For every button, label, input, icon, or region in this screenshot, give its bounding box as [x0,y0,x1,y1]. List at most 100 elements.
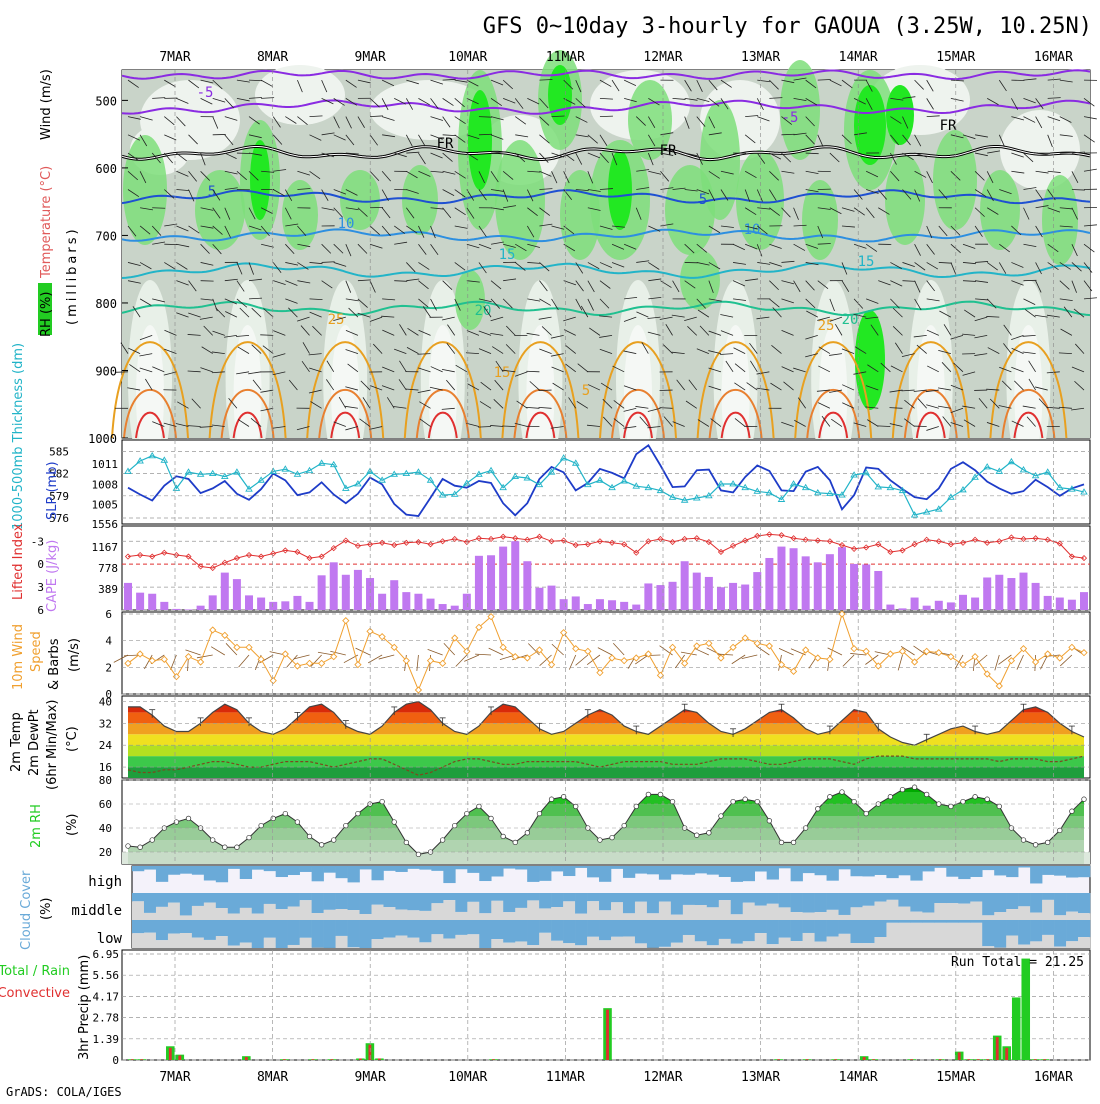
cloud-gap [707,945,719,948]
cloud-cover-bar [240,866,252,879]
cloud-gap [336,909,348,920]
cape-bar [1068,600,1076,610]
cloud-cover-bar [1018,920,1030,945]
ylabel-cloud: Cloud Cover [19,870,34,950]
cloud-gap [372,939,384,948]
cloud-gap [599,940,611,948]
cloud-cover-bar [515,893,527,908]
cloud-cover-bar [994,866,1006,875]
cloud-cover-bar [791,866,803,881]
cloud-cover-bar [934,893,946,903]
rh-point [864,811,869,816]
precip-convective-bar [283,1059,286,1060]
cape-bar [1056,598,1064,610]
cloud-gap [1018,906,1030,920]
cloud-gap [156,907,168,920]
cloud-cover-bar [324,866,336,873]
cloud-gap [1078,913,1090,920]
cloud-gap [647,913,659,920]
cape-bar [790,548,798,610]
cape-bar [318,575,326,610]
cloud-gap [1018,945,1030,948]
contour-label: FR [940,118,957,134]
contour-label: FR [660,143,677,159]
cloud-cover-bar [431,866,443,871]
cloud-gap [192,906,204,920]
cloud-cover-bar [515,866,527,869]
cloud-cover-bar [910,893,922,912]
rh-point [501,834,506,839]
pressure-tick-label: 900 [95,364,117,378]
cloud-gap [1066,941,1078,948]
cape-bar [390,580,398,610]
cloud-cover-bar [431,920,443,934]
cloud-cover-bar [455,866,467,869]
cloud-cover-bar [156,866,168,882]
cloud-gap [934,923,946,948]
cape-bar [923,606,931,610]
ylabel-thickness: 1000-500mb Thickness (dm) [11,343,26,530]
rh-point [610,835,615,840]
cloud-cover-bar [1078,893,1090,913]
date-label-top: 14MAR [839,50,878,65]
cloud-cover-bar [144,920,156,933]
cloud-gap [659,902,671,920]
date-label-bottom: 14MAR [839,1070,878,1085]
cloud-cover-bar [276,920,288,948]
cloud-cover-bar [300,920,312,938]
cloud-gap [695,905,707,920]
cloud-cover-bar [467,866,479,873]
pressure-tick-label: 500 [95,94,117,108]
cloud-gap [467,934,479,948]
rh-point [924,792,929,797]
cloud-gap [1066,912,1078,920]
cloud-gap [886,900,898,920]
cloud-cover-bar [599,920,611,940]
cloud-cover-bar [946,893,958,903]
cloud-gap [228,946,240,948]
cloud-cover-bar [336,893,348,909]
date-label-top: 13MAR [741,50,780,65]
cloud-gap [1078,937,1090,948]
cloud-cover-bar [216,920,228,936]
cape-bar [862,564,870,610]
cloud-cover-bar [1018,893,1030,906]
cloud-cover-bar [611,920,623,937]
cloud-cover-bar [611,893,623,902]
precip-tick: 5.56 [93,969,120,982]
cloud-cover-bar [419,893,431,911]
cloud-cover-bar [731,893,743,914]
cloud-gap [874,937,886,948]
cloud-cover-bar [503,866,515,869]
rh-point [1045,840,1050,845]
cloud-gap [946,903,958,920]
cape-bar [681,561,689,610]
cape-bar [233,579,241,610]
cloud-gap [946,923,958,948]
cloud-cover-bar [934,920,946,923]
cloud-cover-bar [360,866,372,869]
cloud-cover-bar [300,866,312,872]
cloud-cover-bar [587,920,599,937]
rh-point [126,844,131,849]
rh-point [404,840,409,845]
cloud-gap [276,909,288,920]
rh-point [319,843,324,848]
cloud-cover-bar [240,893,252,908]
rh-point [1082,797,1087,802]
cloud-cover-bar [671,893,683,915]
cloud-gap [395,910,407,920]
cloud-cover-bar [683,866,695,875]
slp-tick: 1011 [92,458,119,471]
cloud-cover-bar [156,893,168,907]
cloud-cover-bar [228,893,240,914]
cloud-cover-bar [695,893,707,905]
cloud-gap [515,941,527,948]
cloud-cover-bar [348,920,360,947]
cape-bar [886,605,894,610]
cape-bar [620,602,628,610]
cloud-cover-bar [862,866,874,876]
contour-label: 15 [858,254,875,270]
cloud-gap [431,903,443,920]
